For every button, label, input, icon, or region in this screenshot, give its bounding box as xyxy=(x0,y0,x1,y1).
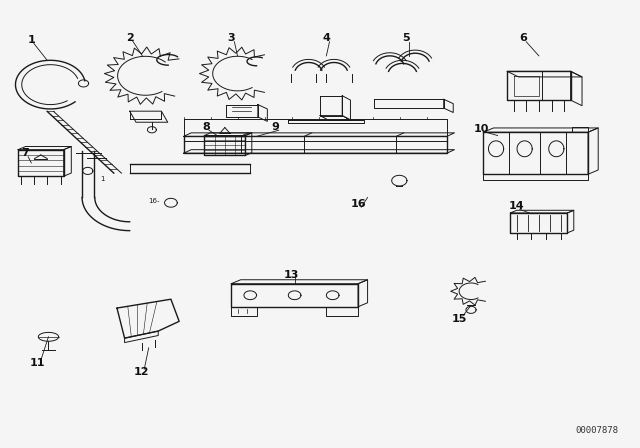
Text: 00007878: 00007878 xyxy=(575,426,618,435)
Text: 5: 5 xyxy=(402,33,410,43)
Text: 11: 11 xyxy=(30,358,45,368)
Text: 16-: 16- xyxy=(148,198,160,204)
Text: 6: 6 xyxy=(519,33,527,43)
Text: 14: 14 xyxy=(509,201,525,211)
Text: 2: 2 xyxy=(126,33,134,43)
Text: 8: 8 xyxy=(202,122,210,132)
Text: 1: 1 xyxy=(100,176,104,181)
Text: 10: 10 xyxy=(474,124,490,134)
Text: 1: 1 xyxy=(28,35,35,45)
Text: 12: 12 xyxy=(133,367,149,377)
Text: 13: 13 xyxy=(284,270,299,280)
Text: 15: 15 xyxy=(452,314,467,324)
Text: 9: 9 xyxy=(271,122,280,132)
Text: 3: 3 xyxy=(227,33,235,43)
Text: 4: 4 xyxy=(323,33,330,43)
Text: 7: 7 xyxy=(21,148,29,158)
Text: 16: 16 xyxy=(350,199,366,209)
